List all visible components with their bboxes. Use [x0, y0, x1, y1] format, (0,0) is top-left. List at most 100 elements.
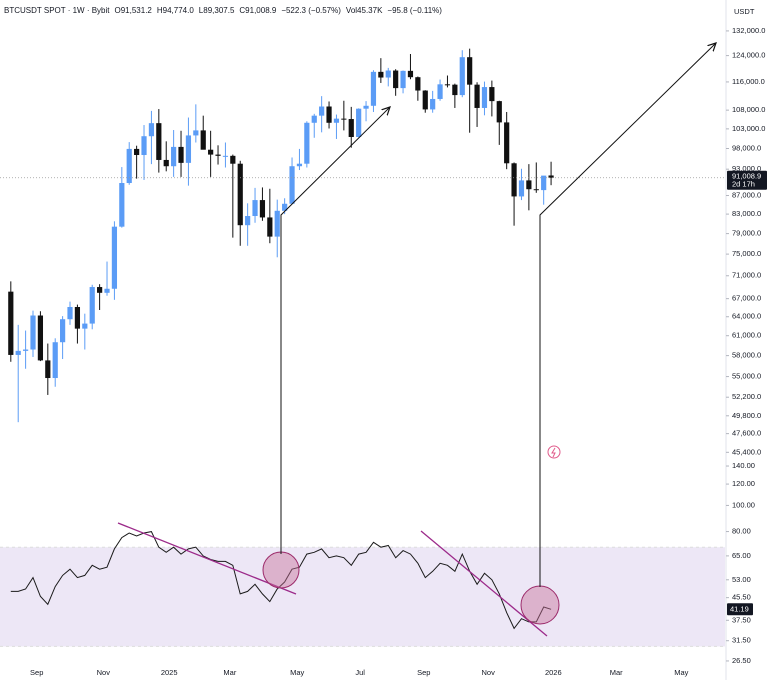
candle-body — [541, 175, 547, 191]
candle-body — [23, 349, 29, 351]
candle-body — [326, 106, 332, 123]
candle-body — [74, 306, 81, 329]
countdown-label: 2d 17h — [732, 180, 755, 189]
candle-body — [400, 70, 406, 89]
candle-body — [282, 203, 288, 211]
y-tick-label: 45.50 — [732, 593, 751, 602]
candle-body — [533, 189, 539, 191]
candle-body — [245, 216, 251, 226]
rsi-band — [0, 547, 725, 647]
candle-body — [511, 163, 517, 197]
y-tick-label: 58,000.0 — [732, 351, 761, 360]
highlight-circle — [520, 585, 560, 625]
candle-body — [548, 175, 554, 178]
candle-body — [200, 130, 206, 150]
axis-layer: 132,000.0 124,000.0 116,000.0 108,000.0 103,… — [30, 26, 767, 677]
symbol: BTCUSDT SPOT · 1W · Bybit — [4, 6, 110, 15]
x-tick-label: May — [674, 668, 688, 677]
y-tick-label: 61,000.0 — [732, 331, 761, 340]
price-layer — [0, 48, 725, 423]
ohlc-open: O91,531.2 — [114, 6, 152, 15]
candle-body — [474, 84, 480, 108]
currency-label: USDT — [734, 7, 755, 16]
y-tick-label: 108,000.0 — [732, 105, 765, 114]
volume-change: −95.8 (−0.11%) — [387, 6, 442, 15]
y-tick-label: 116,000.0 — [732, 77, 765, 86]
candle-body — [134, 148, 140, 156]
candle-body — [111, 226, 118, 289]
candle-body — [504, 122, 510, 164]
y-tick-label: 67,000.0 — [732, 294, 761, 303]
y-tick-label: 140.00 — [732, 461, 755, 470]
x-tick-label: Mar — [223, 668, 236, 677]
candle-body — [67, 306, 73, 320]
x-tick-label: May — [290, 668, 304, 677]
candle-body — [89, 287, 95, 324]
x-tick-label: Sep — [30, 668, 43, 677]
y-tick-label: 53.00 — [732, 575, 751, 584]
candle-body — [452, 84, 458, 96]
candle-body — [341, 118, 347, 120]
y-tick-label: 79,000.0 — [732, 229, 761, 238]
annotations — [117, 43, 716, 637]
candle-body — [259, 200, 266, 218]
candle-body — [156, 123, 162, 160]
candle-body — [319, 106, 325, 116]
candle-body — [252, 200, 258, 217]
rsi-layer — [10, 531, 552, 630]
x-tick-label: Jul — [355, 668, 365, 677]
y-tick-label: 132,000.0 — [732, 26, 765, 35]
rsi-last-box — [727, 603, 753, 616]
candle-body — [148, 123, 155, 137]
y-tick-label: 83,000.0 — [732, 209, 761, 218]
y-tick-label: 93,000.0 — [732, 164, 761, 173]
candle-body — [237, 163, 243, 226]
candle-body — [378, 71, 384, 78]
candle-body — [82, 323, 88, 329]
rsi-band-layer — [0, 546, 725, 647]
x-tick-label: Mar — [610, 668, 623, 677]
candle-body — [459, 57, 465, 96]
candle-body — [422, 90, 428, 110]
candle-body — [518, 180, 525, 197]
volume: Vol45.37K — [345, 6, 383, 15]
candle-body — [415, 77, 421, 91]
y-tick-label: 26.50 — [732, 656, 751, 665]
y-tick-label: 124,000.0 — [732, 51, 765, 60]
y-tick-label: 45,400.0 — [732, 447, 761, 456]
y-tick-label: 87,000.0 — [732, 191, 761, 200]
ohlc-high: H94,774.0 — [156, 6, 194, 15]
y-tick-label: 100.00 — [732, 500, 755, 509]
x-tick-label: Nov — [97, 668, 111, 677]
symbol-header: BTCUSDT SPOT · 1W · Bybit O91,531.2 H94,… — [4, 6, 442, 15]
y-tick-label: 75,000.0 — [732, 249, 761, 258]
candle-body — [444, 84, 451, 86]
rsi-line — [10, 531, 552, 630]
y-tick-label: 47,600.0 — [732, 429, 761, 438]
x-tick-label: Sep — [417, 668, 430, 677]
trend-line — [117, 522, 297, 595]
y-tick-label: 31.50 — [732, 636, 751, 645]
candle-body — [311, 115, 317, 123]
candle-body — [481, 87, 488, 108]
candle-body — [163, 159, 169, 167]
y-tick-label: 55,000.0 — [732, 372, 761, 381]
candle-body — [496, 101, 502, 123]
candle-body — [267, 217, 273, 237]
y-tick-label: 52,200.0 — [732, 392, 761, 401]
x-tick-label: 2026 — [545, 668, 562, 677]
ohlc-low: L89,307.5 — [198, 6, 235, 15]
candle-body — [230, 155, 236, 164]
y-tick-label: 71,000.0 — [732, 271, 761, 280]
candle-body — [185, 135, 192, 163]
last-price-box — [727, 170, 767, 190]
candle-body — [60, 319, 66, 343]
candle-body — [348, 119, 354, 137]
y-tick-label: 103,000.0 — [732, 124, 765, 133]
candle-body — [15, 350, 21, 355]
candle-body — [119, 183, 125, 227]
arrow — [280, 107, 390, 554]
event-icon[interactable] — [547, 445, 561, 459]
